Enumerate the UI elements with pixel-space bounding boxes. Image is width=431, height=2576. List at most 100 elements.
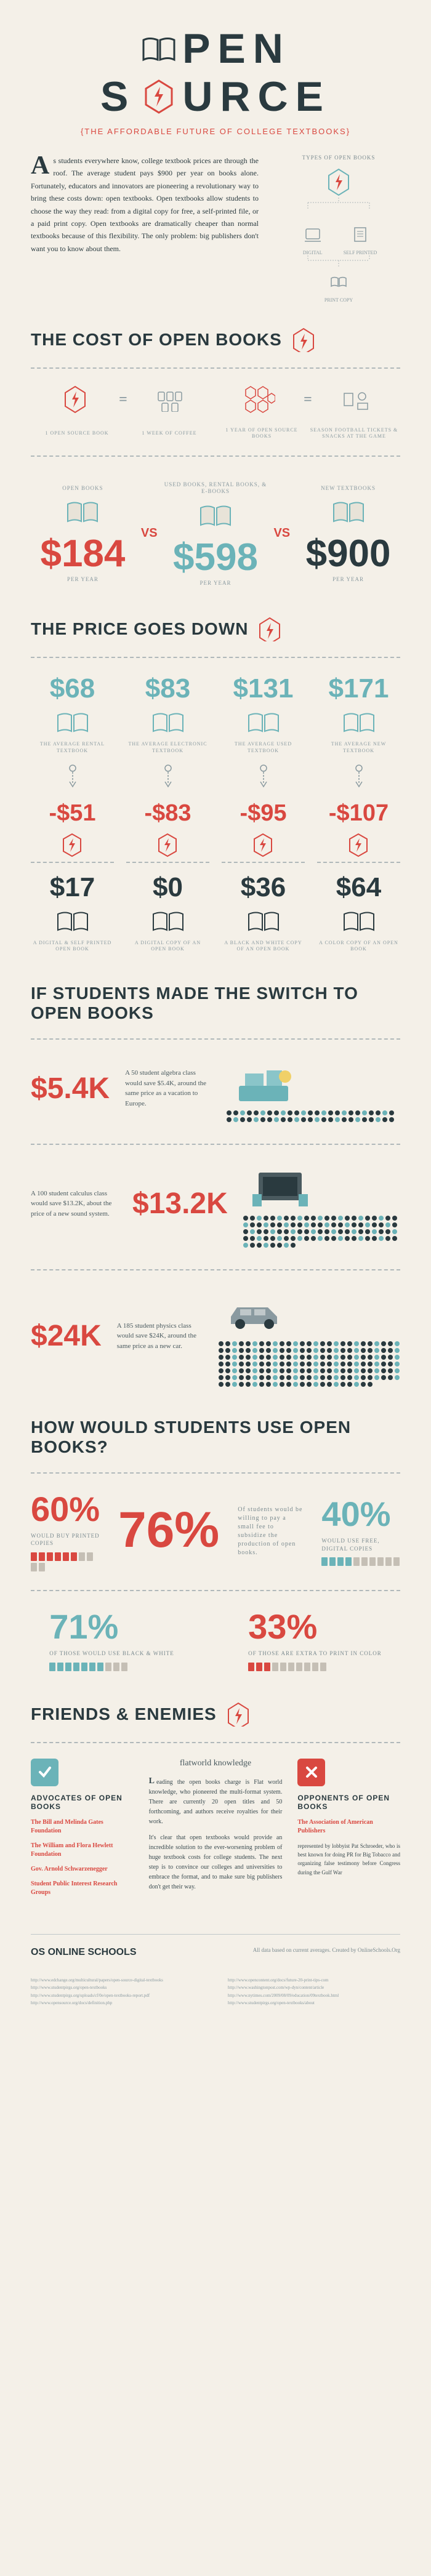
switch-row: $13.2K A 100 student calculus class woul… — [31, 1160, 400, 1248]
bolt-hex-icon — [252, 833, 274, 854]
node-digital: DIGITAL — [300, 222, 325, 255]
book-mini-icon — [296, 1663, 302, 1671]
subtitle: {THE AFFORDABLE FUTURE OF COLLEGE TEXTBO… — [31, 127, 400, 136]
bolt-hex-icon — [291, 327, 316, 352]
book-icon — [340, 710, 377, 735]
book-mini-icon — [321, 1557, 328, 1566]
book-mini-icon — [361, 1557, 368, 1566]
book-mini-icon — [63, 1552, 69, 1561]
dropcap: A — [31, 154, 53, 177]
down-arrow-icon — [350, 763, 368, 791]
pd-col: $171 THE AVERAGE NEW TEXTBOOK -$107 $64 … — [317, 673, 400, 953]
fe-section: FRIENDS & ENEMIES ADVOCATES OF OPEN BOOK… — [31, 1702, 400, 1903]
price-compare: OPEN BOOKS $184 PER YEARVS USED BOOKS, R… — [31, 481, 400, 586]
book-mini-icon — [55, 1552, 61, 1561]
book-mini-icon — [248, 1663, 254, 1671]
footer-link: http://www.studentpirgs.org/open-textboo… — [31, 1984, 203, 1992]
book-mini-icon — [71, 1552, 77, 1561]
advocate-item: Student Public Interest Research Groups — [31, 1880, 134, 1897]
price-col: USED BOOKS, RENTAL BOOKS, & E-BOOKS $598… — [164, 481, 268, 586]
footer-logo: OS ONLINE SCHOOLS — [31, 1947, 137, 1958]
switch-illustration — [243, 1160, 317, 1210]
advocates-col: ADVOCATES OF OPEN BOOKS The Bill and Mel… — [31, 1759, 134, 1903]
title-s: S — [100, 73, 135, 121]
switch-title: IF STUDENTS MADE THE SWITCH TO OPEN BOOK… — [31, 984, 400, 1023]
book-mini-icon — [87, 1552, 93, 1561]
footer-link: http://www.studentpirgs.org/uploads/cf/0… — [31, 1992, 203, 2000]
tree-root-icon — [326, 170, 351, 195]
book-mini-icon — [73, 1663, 79, 1671]
cost-equation: = = — [31, 384, 400, 415]
book-mini-icon — [377, 1557, 384, 1566]
advocate-item: Gov. Arnold Schwarzenegger — [31, 1865, 134, 1874]
bolt-hex-icon — [140, 78, 177, 115]
book-mini-icon — [105, 1663, 111, 1671]
book-mini-icon — [97, 1663, 103, 1671]
book-icon — [340, 909, 377, 934]
book-mini-icon — [113, 1663, 119, 1671]
title-open: PEN — [182, 25, 291, 73]
footer-link: http://www.washingtonpost.com/wp-dyn/con… — [228, 1984, 400, 1992]
book-mini-icon — [31, 1552, 37, 1561]
book-mini-icon — [39, 1563, 45, 1571]
footer: OS ONLINE SCHOOLS All data based on curr… — [31, 1934, 400, 2007]
book-mini-icon — [57, 1663, 63, 1671]
intro-text: A s students everywhere know, college te… — [31, 154, 259, 303]
intro-diagram: TYPES OF OPEN BOOKS DIGITAL SELF PRINTED — [277, 154, 400, 303]
book-mini-icon — [288, 1663, 294, 1671]
pd-col: $131 THE AVERAGE USED TEXTBOOK -$95 $36 … — [222, 673, 305, 953]
pd-col: $68 THE AVERAGE RENTAL TEXTBOOK -$51 $17… — [31, 673, 114, 953]
node-print-copy: PRINT COPY — [277, 270, 400, 303]
book-icon — [197, 502, 234, 529]
pd-col: $83 THE AVERAGE ELECTRONIC TEXTBOOK -$83… — [126, 673, 209, 953]
usage-center-pct: 76% — [118, 1501, 219, 1559]
price-down-grid: $68 THE AVERAGE RENTAL TEXTBOOK -$51 $17… — [31, 673, 400, 953]
book-mini-icon — [89, 1663, 95, 1671]
pd-title: THE PRICE GOES DOWN — [31, 619, 248, 639]
book-mini-icon — [79, 1552, 85, 1561]
check-badge-icon — [31, 1759, 58, 1786]
book-mini-icon — [264, 1663, 270, 1671]
book-mini-icon — [345, 1557, 352, 1566]
footer-link: http://www.nytimes.com/2009/08/09/educat… — [228, 1992, 400, 2000]
book-icon — [245, 909, 282, 934]
student-grid — [243, 1216, 400, 1248]
book-mini-icon — [256, 1663, 262, 1671]
book-mini-icon — [121, 1663, 127, 1671]
book-mini-icon — [385, 1557, 392, 1566]
usage-section: HOW WOULD STUDENTS USE OPEN BOOKS? 60% W… — [31, 1418, 400, 1671]
book-mini-icon — [47, 1552, 53, 1561]
bolt-hex-icon — [348, 833, 369, 854]
book-mini-icon — [304, 1663, 310, 1671]
intro-body: s students everywhere know, college text… — [31, 156, 259, 253]
book-mini-icon — [393, 1557, 400, 1566]
book-mini-icon — [39, 1552, 45, 1561]
usage-title: HOW WOULD STUDENTS USE OPEN BOOKS? — [31, 1418, 400, 1457]
book-icon — [150, 710, 187, 735]
down-arrow-icon — [254, 763, 273, 791]
bolt-hex-icon — [157, 833, 179, 854]
bolt-hex-icon — [226, 1702, 251, 1727]
footer-link: http://www.opencontent.org/docs/future-2… — [228, 1976, 400, 1984]
switch-row: $24K A 185 student physics class would s… — [31, 1286, 400, 1387]
book-icon — [330, 498, 367, 526]
footer-link: http://www.opensource.org/docs/definitio… — [31, 1999, 203, 2007]
vs-label: VS — [273, 526, 290, 540]
intro-section: A s students everywhere know, college te… — [31, 154, 400, 303]
title-block: PEN S URCE {THE AFFORDABLE FUTURE OF COL… — [31, 25, 400, 136]
advocate-item: The William and Flora Hewlett Foundation — [31, 1842, 134, 1859]
book-mini-icon — [65, 1663, 71, 1671]
book-icon — [64, 498, 101, 526]
vs-label: VS — [141, 526, 158, 540]
price-col: NEW TEXTBOOKS $900 PER YEAR — [296, 485, 400, 583]
advocate-item: The Bill and Melinda Gates Foundation — [31, 1818, 134, 1836]
book-mini-icon — [280, 1663, 286, 1671]
node-self-printed: SELF PRINTED — [344, 222, 377, 255]
book-icon — [54, 710, 91, 735]
book-mini-icon — [272, 1663, 278, 1671]
title-word-source: S URCE — [31, 73, 400, 121]
book-mini-icon — [81, 1663, 87, 1671]
open-book-icon — [140, 30, 177, 67]
switch-section: IF STUDENTS MADE THE SWITCH TO OPEN BOOK… — [31, 984, 400, 1387]
book-mini-icon — [369, 1557, 376, 1566]
